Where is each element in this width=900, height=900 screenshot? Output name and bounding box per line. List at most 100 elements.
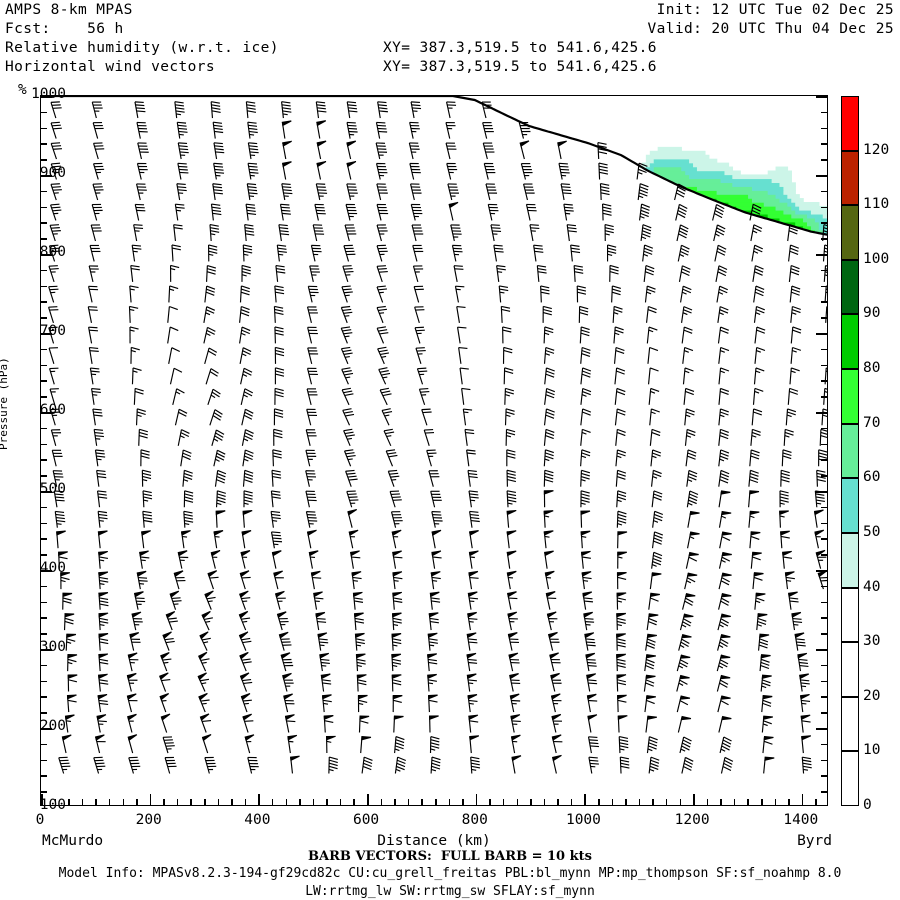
- axis-tick: [821, 775, 827, 777]
- axis-tick: [41, 443, 47, 446]
- y-axis-tick-label: 500: [39, 481, 66, 497]
- header: AMPS 8-km MPAS Fcst: 56 h Relative humid…: [0, 0, 900, 86]
- axis-tick: [41, 794, 43, 805]
- axis-tick: [41, 285, 47, 288]
- axis-tick: [41, 554, 47, 556]
- axis-tick: [41, 522, 47, 525]
- x-axis-tick-label: 1400: [783, 812, 819, 828]
- field-name-primary: Relative humidity (w.r.t. ice): [5, 40, 279, 56]
- axis-tick: [41, 301, 47, 303]
- x-axis-title: Distance (km): [377, 833, 491, 849]
- axis-tick: [95, 799, 97, 805]
- colorbar-swatch[interactable]: [841, 696, 859, 752]
- axis-tick: [821, 317, 827, 319]
- y-axis-tick-label: 200: [39, 718, 66, 734]
- axis-tick: [41, 759, 47, 762]
- axis-tick: [41, 649, 52, 651]
- axis-tick: [821, 696, 827, 698]
- colorbar[interactable]: 120 110 100 90 80 70 60 50 40 30 20 10 0: [841, 96, 889, 813]
- axis-tick: [821, 111, 827, 114]
- axis-tick: [41, 412, 52, 414]
- colorbar-tick-label: 40: [863, 578, 881, 595]
- axis-tick: [816, 728, 827, 730]
- colorbar-swatch[interactable]: [841, 259, 859, 315]
- colorbar-swatch[interactable]: [841, 532, 859, 588]
- axis-tick: [312, 799, 315, 805]
- axis-tick: [665, 799, 668, 805]
- axis-tick: [693, 794, 695, 805]
- colorbar-swatch[interactable]: [841, 587, 859, 643]
- colorbar-swatch[interactable]: [841, 423, 859, 479]
- axis-tick: [821, 238, 827, 240]
- axis-tick: [41, 696, 47, 698]
- axis-tick: [54, 799, 57, 805]
- axis-tick: [821, 633, 827, 635]
- cross-section-plot[interactable]: [40, 95, 828, 806]
- axis-tick: [68, 799, 70, 805]
- colorbar-swatch[interactable]: [841, 96, 859, 151]
- axis-tick: [41, 143, 47, 145]
- axis-tick: [41, 317, 47, 319]
- colorbar-swatch[interactable]: [841, 751, 859, 806]
- axis-tick: [41, 96, 52, 98]
- barb-legend-note: BARB VECTORS: FULL BARB = 10 kts: [308, 849, 592, 864]
- axis-tick: [815, 799, 817, 805]
- axis-tick: [271, 799, 274, 805]
- y-axis-tick-label: 100: [39, 797, 66, 813]
- field-name-overlay: Horizontal wind vectors: [5, 59, 215, 75]
- colorbar-swatch[interactable]: [841, 369, 859, 424]
- humidity-contour-canvas: [41, 96, 827, 805]
- axis-tick: [821, 380, 827, 382]
- model-info-line-1: Model Info: MPASv8.2.3-194-gf29cd82c CU:…: [58, 866, 842, 881]
- axis-tick: [598, 799, 600, 805]
- colorbar-tick-label: 50: [863, 523, 881, 540]
- axis-tick: [108, 799, 111, 805]
- colorbar-tick-label: 20: [863, 687, 881, 704]
- colorbar-tick-label: 30: [863, 633, 881, 650]
- init-time: Init: 12 UTC Tue 02 Dec 25: [656, 2, 894, 18]
- axis-tick: [41, 427, 47, 430]
- colorbar-swatch[interactable]: [841, 150, 859, 206]
- axis-tick: [706, 799, 709, 805]
- axis-tick: [720, 799, 722, 805]
- axis-tick: [821, 538, 827, 540]
- axis-tick: [122, 799, 125, 805]
- colorbar-tick-label: 120: [863, 141, 890, 158]
- axis-tick: [584, 794, 586, 805]
- axis-tick: [821, 585, 827, 588]
- axis-tick: [41, 269, 47, 272]
- axis-tick: [821, 554, 827, 556]
- axis-tick: [204, 799, 206, 805]
- x-axis-tick-label: 1000: [565, 812, 601, 828]
- axis-tick: [339, 799, 342, 805]
- axis-tick: [41, 459, 47, 461]
- right-endpoint-label: Byrd: [797, 833, 832, 849]
- colorbar-tick-label: 60: [863, 469, 881, 486]
- axis-tick: [516, 799, 519, 805]
- axis-tick: [821, 443, 827, 446]
- axis-tick: [821, 743, 827, 746]
- axis-tick: [611, 799, 614, 805]
- colorbar-swatch[interactable]: [841, 205, 859, 260]
- colorbar-swatch[interactable]: [841, 314, 859, 370]
- axis-tick: [821, 617, 827, 619]
- colorbar-tick-label: 110: [863, 196, 890, 213]
- colorbar-swatch[interactable]: [841, 642, 859, 697]
- axis-tick: [816, 175, 827, 177]
- axis-tick: [821, 222, 827, 224]
- axis-tick: [353, 799, 355, 805]
- axis-tick: [244, 799, 247, 805]
- axis-tick: [821, 206, 827, 209]
- wind-barbs: [48, 101, 827, 774]
- axis-tick: [41, 712, 47, 714]
- axis-tick: [821, 127, 827, 130]
- y-axis-tick-label: 700: [39, 323, 66, 339]
- axis-tick: [816, 491, 827, 493]
- colorbar-swatch[interactable]: [841, 478, 859, 533]
- axis-tick: [543, 799, 546, 805]
- colorbar-tick-label: 90: [863, 305, 881, 322]
- y-axis-tick-label: 600: [39, 402, 66, 418]
- axis-tick: [821, 759, 827, 762]
- axis-tick: [821, 396, 827, 398]
- axis-tick: [41, 159, 47, 161]
